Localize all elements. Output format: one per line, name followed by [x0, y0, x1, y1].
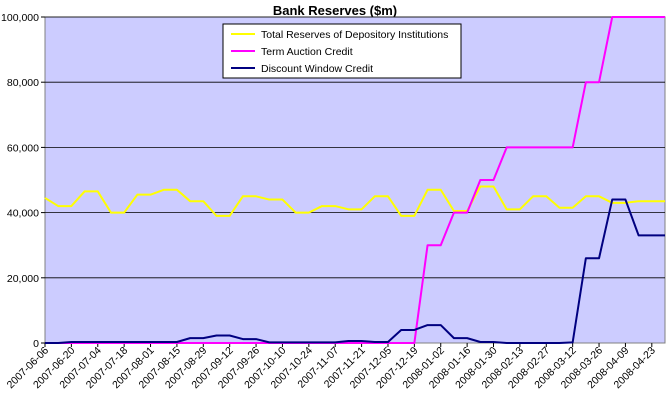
plot-area [44, 16, 666, 344]
legend-label: Term Auction Credit [261, 46, 353, 58]
y-axis-ticks: 0 20,000 40,000 60,000 80,000 100,000 [1, 12, 45, 350]
series-line-2 [45, 198, 665, 344]
legend-label: Discount Window Credit [261, 63, 373, 75]
y-tick-label: 60,000 [7, 142, 39, 154]
chart-title: Bank Reserves ($m) [272, 3, 398, 18]
legend-label: Total Reserves of Depository Institution… [261, 29, 448, 41]
y-tick-label: 20,000 [7, 273, 39, 285]
y-tick-label: 100,000 [1, 12, 39, 24]
legend: Total Reserves of Depository Institution… [222, 23, 462, 79]
y-tick-label: 40,000 [7, 208, 39, 220]
series-line-0 [44, 185, 665, 217]
legend-box [222, 23, 462, 79]
series-lines [44, 16, 665, 344]
y-tick-label: 80,000 [7, 77, 39, 89]
x-axis-ticks: 2007-06-062007-06-202007-07-042007-07-18… [5, 343, 658, 391]
y-tick-label: 0 [33, 338, 39, 350]
